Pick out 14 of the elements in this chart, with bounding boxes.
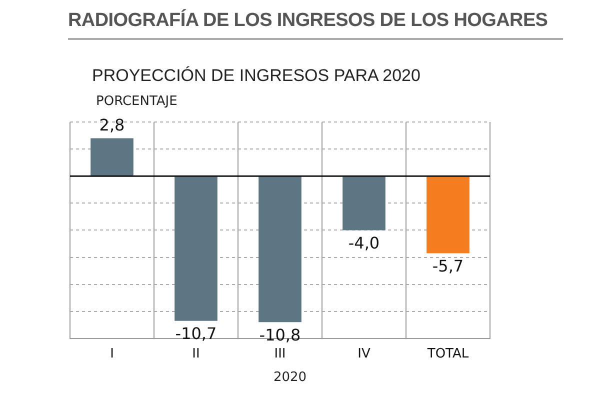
x-tick-label: III bbox=[274, 346, 286, 362]
data-label: -10,8 bbox=[259, 325, 301, 344]
y-axis-title: PORCENTAJE bbox=[96, 94, 178, 109]
x-tick-label: IV bbox=[358, 346, 370, 362]
x-tick-label: II bbox=[192, 346, 200, 362]
data-label: -4,0 bbox=[348, 233, 380, 252]
data-label: -10,7 bbox=[175, 324, 217, 343]
chart-subtitle: PROYECCIÓN DE INGRESOS PARA 2020 bbox=[92, 66, 420, 86]
data-label: 2,8 bbox=[99, 115, 125, 134]
x-tick-label: TOTAL bbox=[426, 346, 470, 362]
chart-title: RADIOGRAFÍA DE LOS INGRESOS DE LOS HOGARES bbox=[68, 10, 563, 40]
data-label: -5,7 bbox=[432, 256, 464, 276]
x-axis-title: 2020 bbox=[272, 370, 308, 385]
x-tick-label: I bbox=[110, 346, 114, 362]
